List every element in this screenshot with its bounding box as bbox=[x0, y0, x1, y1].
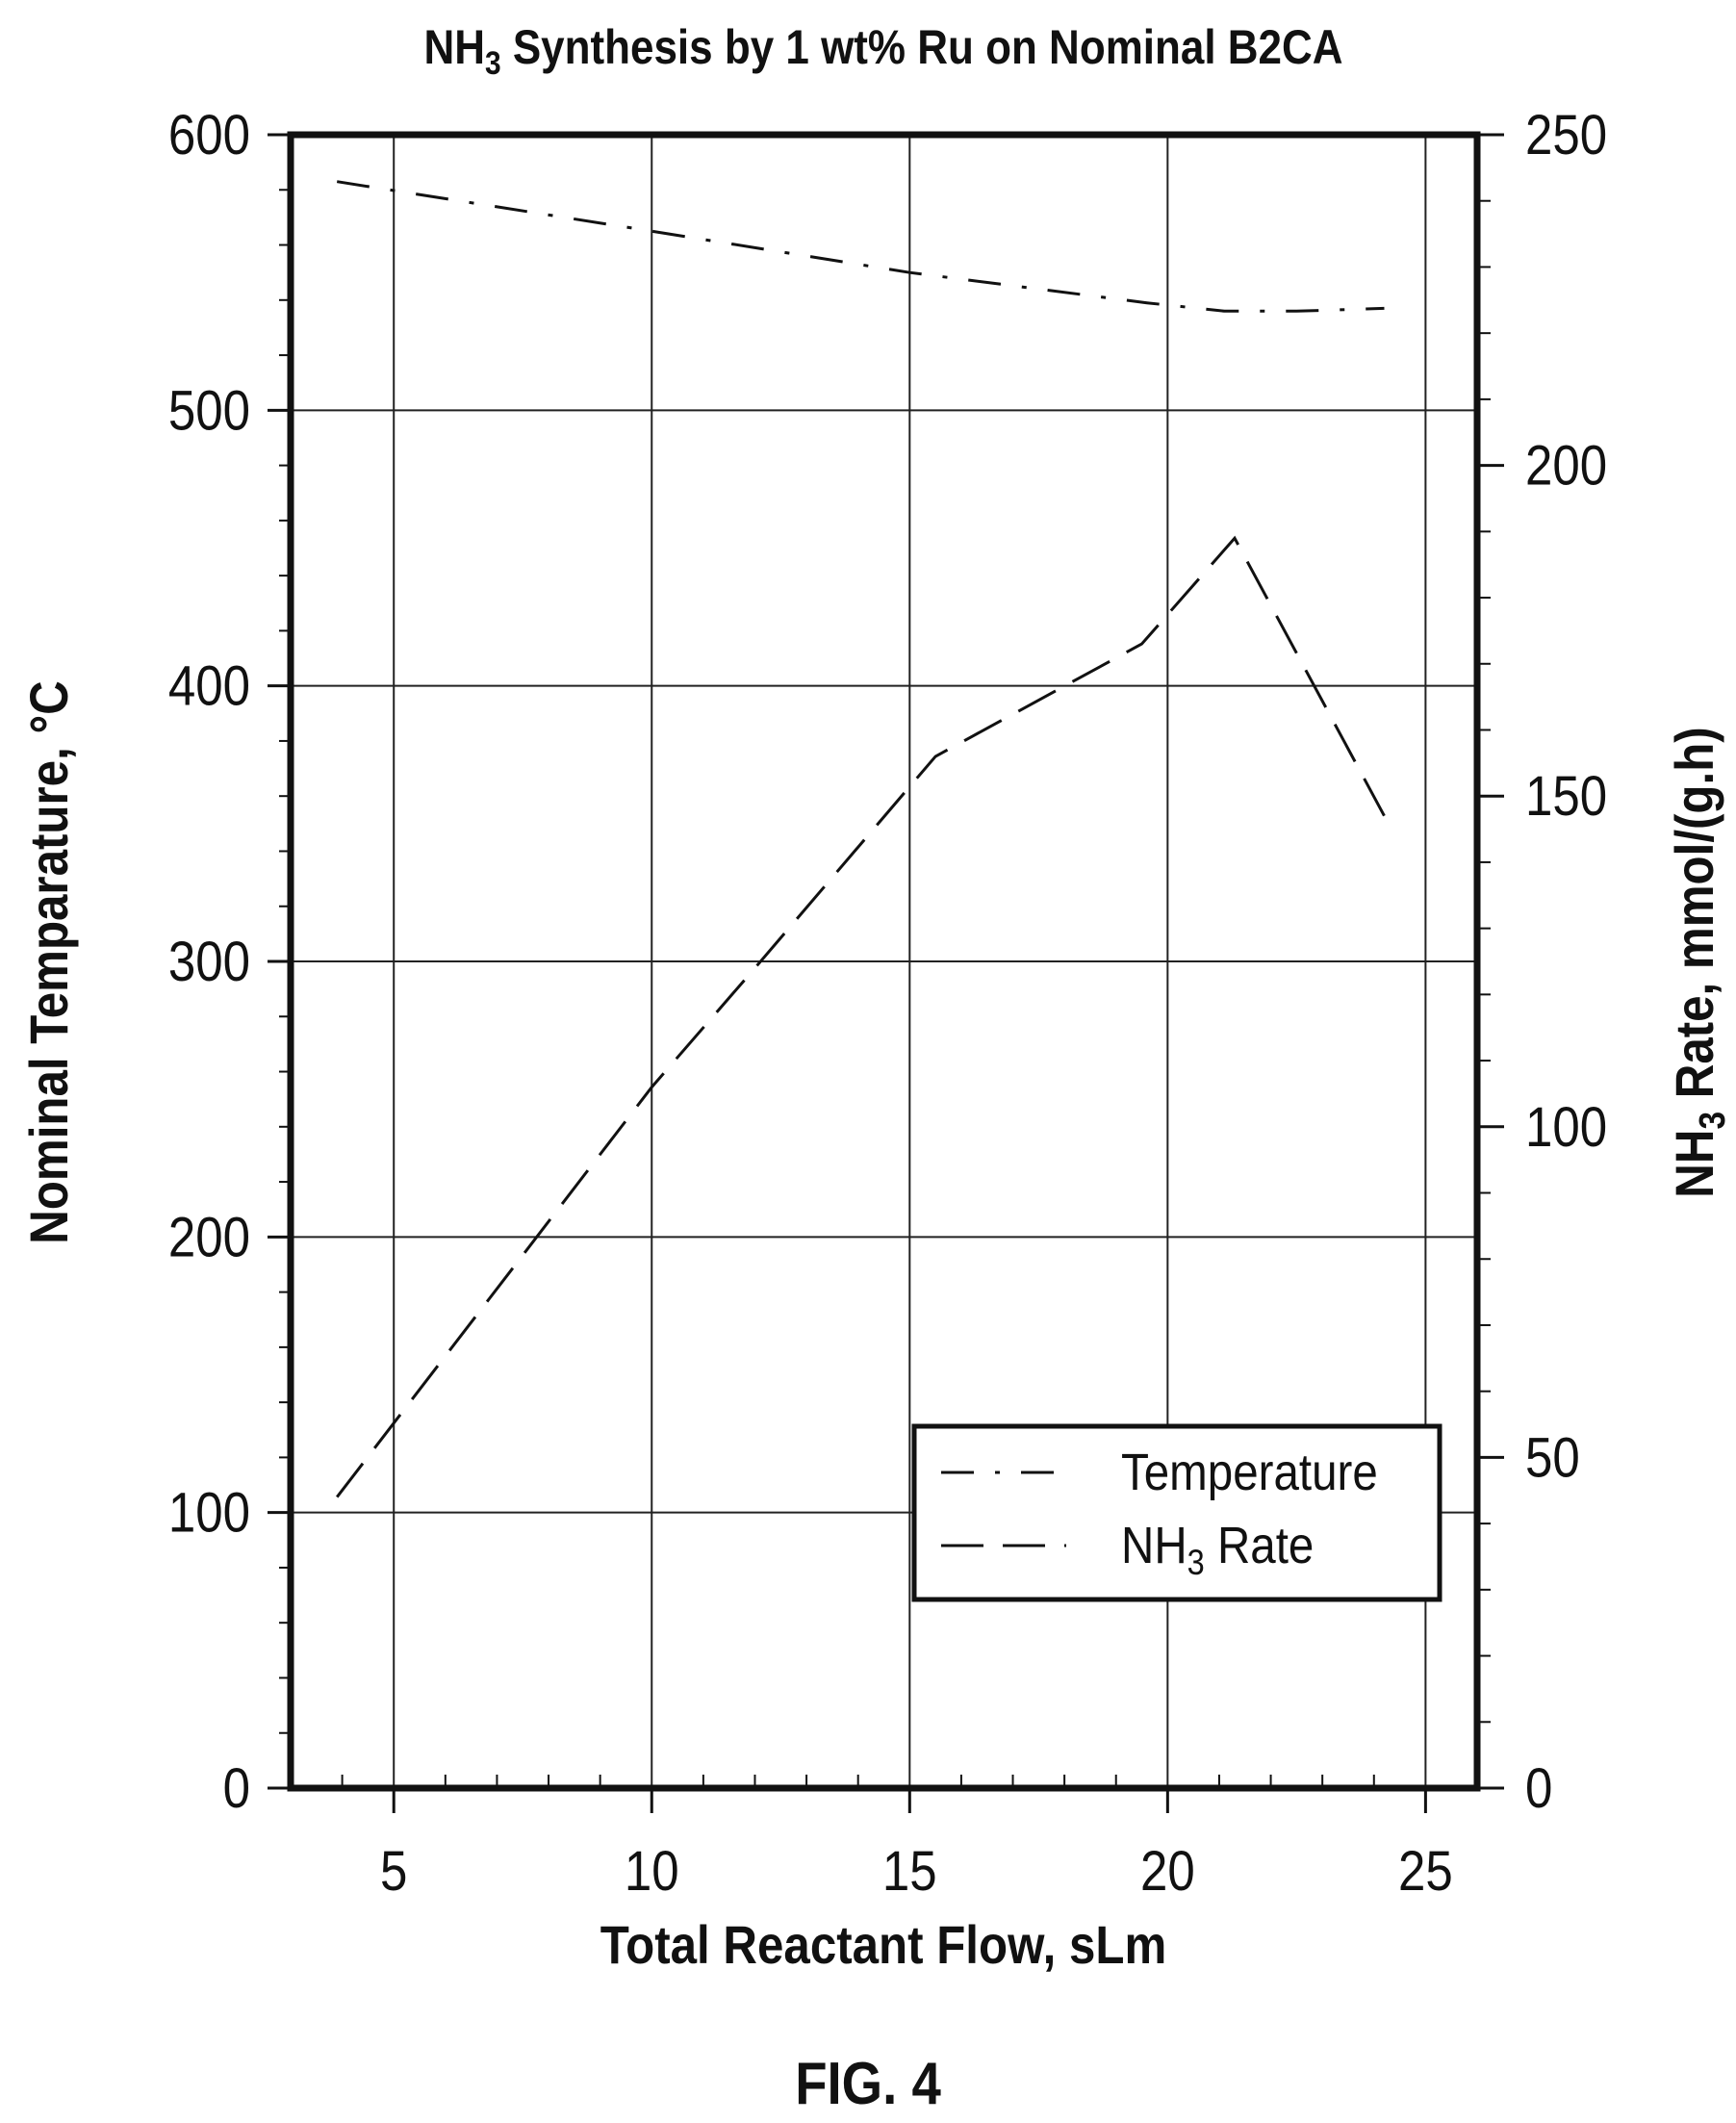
data-point bbox=[1383, 814, 1386, 817]
plot-frame bbox=[287, 131, 1481, 1792]
y-left-tick-label: 0 bbox=[223, 1757, 250, 1820]
y-right-tick-label: 50 bbox=[1525, 1426, 1580, 1489]
y-right-axis-label: NH3 Rate, mmol/(g.h) bbox=[1665, 727, 1732, 1197]
legend-box bbox=[911, 1423, 1442, 1602]
y-left-tick-label: 100 bbox=[168, 1482, 250, 1545]
data-point bbox=[651, 1086, 653, 1088]
data-point bbox=[336, 180, 339, 183]
data-point bbox=[1295, 310, 1298, 313]
y-right-tick-label: 250 bbox=[1525, 104, 1607, 166]
data-point bbox=[1145, 301, 1148, 304]
y-left-tick-label: 400 bbox=[168, 655, 250, 718]
x-tick-label: 25 bbox=[1398, 1840, 1453, 1903]
data-point bbox=[651, 230, 653, 233]
y-right-tick-label: 200 bbox=[1525, 435, 1607, 498]
y-left-axis-label: Nominal Temparature, °C bbox=[19, 680, 80, 1243]
x-tick-label: 10 bbox=[625, 1840, 679, 1903]
data-point bbox=[1383, 307, 1386, 310]
y-left-tick-label: 500 bbox=[168, 379, 250, 442]
legend-entry-label: NH3 Rate bbox=[1121, 1516, 1314, 1582]
x-axis-label: Total Reactant Flow, sLm bbox=[600, 1915, 1167, 1976]
data-point bbox=[934, 755, 937, 757]
series-line-temperature bbox=[336, 180, 1385, 313]
x-tick-label: 20 bbox=[1140, 1840, 1195, 1903]
series-line-nh3-rate bbox=[336, 535, 1386, 1498]
x-tick-label: 15 bbox=[882, 1840, 937, 1903]
data-point bbox=[753, 966, 756, 969]
legend-entry-label: Temperature bbox=[1121, 1443, 1378, 1501]
y-left-tick-label: 200 bbox=[168, 1206, 250, 1268]
y-left-tick-label: 600 bbox=[168, 104, 250, 166]
data-point bbox=[908, 271, 911, 274]
y-right-tick-label: 150 bbox=[1525, 765, 1607, 828]
x-tick-label: 5 bbox=[380, 1840, 407, 1903]
y-right-tick-label: 0 bbox=[1525, 1757, 1552, 1820]
y-left-tick-label: 300 bbox=[168, 931, 250, 993]
data-point bbox=[336, 1496, 339, 1498]
data-point bbox=[1140, 643, 1143, 646]
data-point bbox=[1223, 310, 1226, 313]
data-point bbox=[1234, 537, 1237, 540]
figure-label: FIG. 4 bbox=[795, 2051, 941, 2117]
chart-title: NH3 Synthesis by 1 wt% Ru on Nominal B2C… bbox=[423, 19, 1342, 81]
y-right-tick-label: 100 bbox=[1525, 1096, 1607, 1159]
